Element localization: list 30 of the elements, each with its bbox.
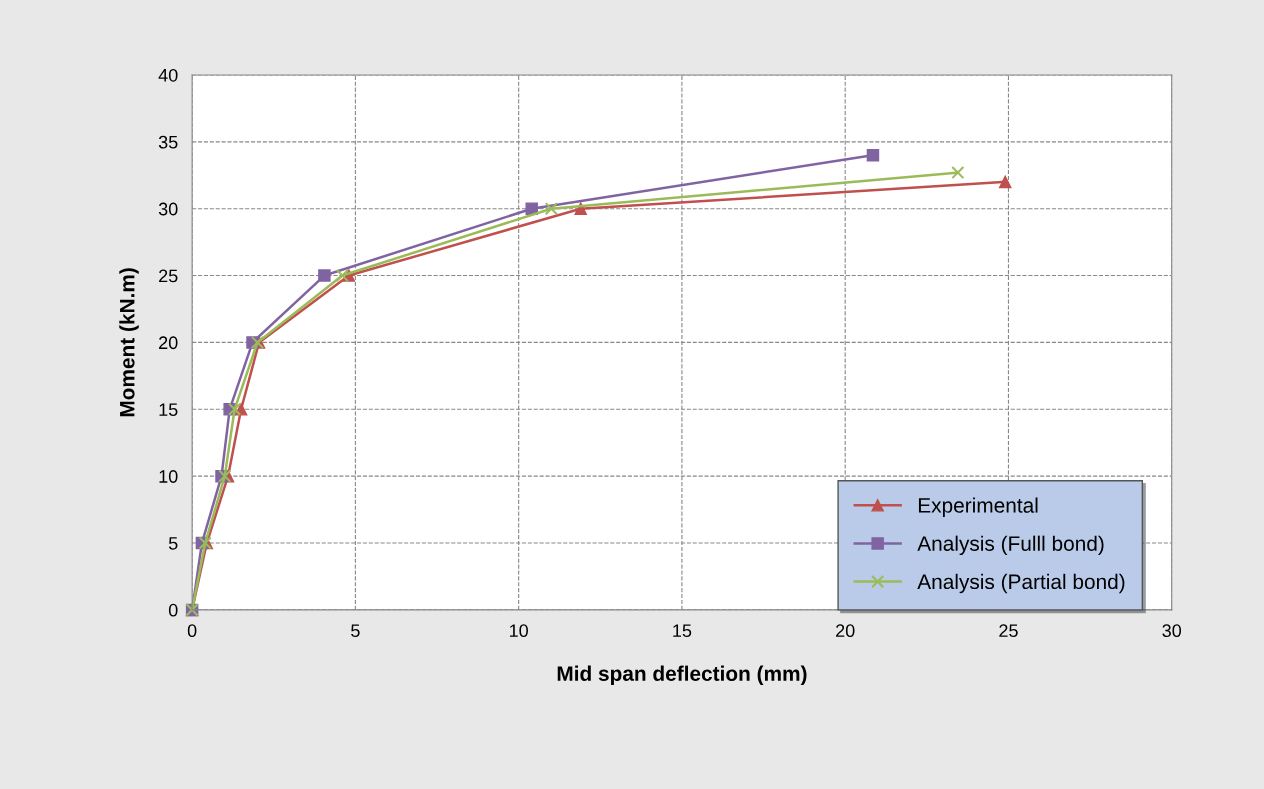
point — [227, 402, 242, 416]
x-tick-label: 30 — [1162, 624, 1182, 638]
point — [998, 175, 1012, 189]
point — [951, 165, 965, 180]
point — [866, 148, 880, 162]
y-tick-label: 30 — [158, 202, 178, 216]
legend-label: Experimental — [918, 497, 1038, 517]
x-tick-label: 5 — [351, 624, 360, 638]
y-tick-label: 0 — [168, 603, 178, 617]
point — [335, 268, 349, 283]
y-tick-label: 5 — [168, 537, 178, 550]
y-tick-label: 15 — [159, 403, 178, 417]
y-tick-label: 25 — [159, 269, 178, 283]
x-axis-title: Mid span deflection (mm) — [557, 665, 807, 686]
point — [525, 202, 538, 215]
y-tick-label: 10 — [159, 470, 178, 483]
y-tick-label: 40 — [158, 68, 178, 82]
y-tick-label: 20 — [159, 336, 178, 350]
x-tick-label: 0 — [187, 624, 197, 638]
y-tick-label: 35 — [158, 135, 178, 149]
x-tick-label: 20 — [836, 624, 855, 638]
x-tick-label: 25 — [999, 624, 1018, 638]
legend-label: Analysis (Fulll bond) — [917, 535, 1104, 556]
y-axis-title: Moment (kN.m) — [119, 268, 139, 417]
point — [544, 202, 558, 216]
x-tick-label: 10 — [510, 624, 528, 638]
x-tick-label: 15 — [673, 624, 692, 638]
point — [318, 269, 331, 282]
point — [574, 202, 587, 215]
legend-label: Analysis (Partial bond) — [917, 573, 1125, 594]
